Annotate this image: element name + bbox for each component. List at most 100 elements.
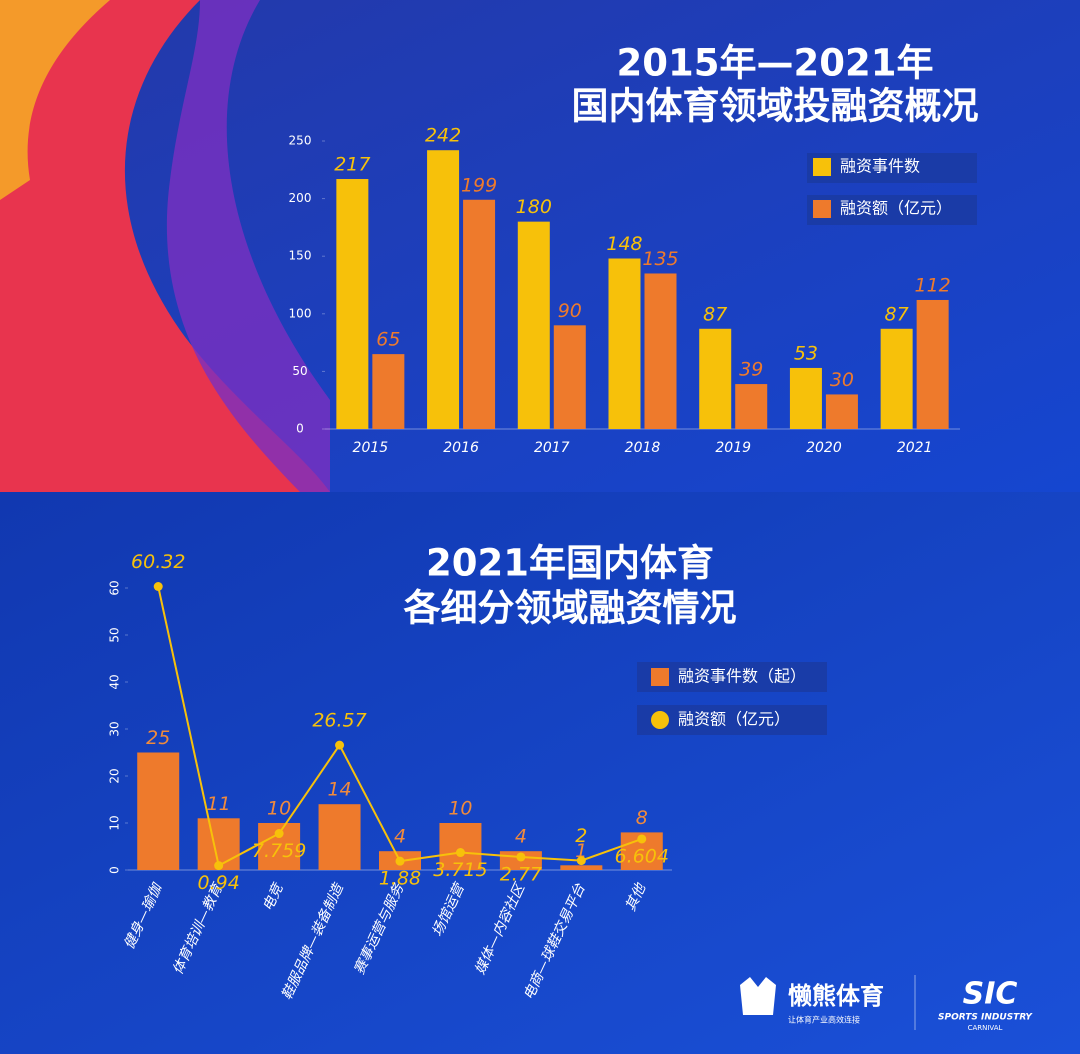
y-tick-label: 200 (289, 191, 312, 205)
chart-title: 国内体育领域投融资概况 (572, 85, 979, 128)
value-label: 180 (516, 196, 552, 218)
value-label: 39 (739, 359, 763, 381)
bar (553, 325, 586, 429)
value-label: 10 (448, 798, 472, 820)
decor-purple (166, 0, 330, 492)
bar (427, 150, 460, 429)
value-label: 90 (558, 300, 582, 322)
y-tick-label: 150 (289, 249, 312, 263)
y-tick-label: 100 (289, 306, 312, 320)
bar (825, 394, 858, 429)
legend-label: 融资额（亿元） (840, 199, 952, 218)
y-tick-label: 50 (108, 627, 122, 642)
line-point (335, 740, 345, 750)
x-tick-label: 2018 (625, 440, 661, 456)
legend-label: 融资事件数 (840, 157, 920, 176)
legend-bg (807, 153, 977, 183)
chart-title: 各细分领域融资情况 (404, 587, 737, 630)
y-tick-label: 10 (108, 815, 122, 830)
x-tick-label: 2015 (353, 440, 389, 456)
x-tick-label: 2016 (443, 440, 479, 456)
value-label: 30 (830, 369, 854, 391)
bar (735, 384, 768, 429)
value-label: 10 (267, 798, 291, 820)
legend-swatch (813, 200, 831, 218)
value-label: 3.715 (433, 859, 487, 881)
decor-orange (0, 0, 110, 200)
value-label: 87 (885, 303, 909, 325)
bar (463, 199, 496, 429)
brand: 懒熊体育 (788, 982, 884, 1010)
bar (608, 258, 641, 429)
legend-label: 融资事件数（起） (678, 667, 806, 686)
value-label: 11 (207, 793, 231, 815)
y-tick-label: 30 (108, 721, 122, 736)
value-label: 7.759 (252, 840, 306, 862)
slogan: 让体育产业高效连接 (788, 1015, 860, 1025)
y-tick-label: 0 (108, 866, 122, 874)
value-label: 1.88 (379, 868, 421, 890)
line-point (455, 848, 465, 858)
y-tick-label: 60 (108, 580, 122, 595)
x-tick-label: 2020 (806, 440, 842, 456)
line-point (153, 581, 163, 591)
line-point (274, 829, 284, 839)
bar (336, 179, 369, 429)
bar (137, 752, 180, 870)
value-label: 60.32 (131, 551, 185, 573)
y-tick-label: 40 (108, 674, 122, 689)
value-label: 2.77 (500, 863, 542, 885)
bar (699, 328, 732, 429)
logo-line: SPORTS INDUSTRY (938, 1013, 1033, 1023)
value-label: 217 (334, 154, 370, 176)
value-label: 135 (642, 248, 678, 270)
bar (439, 823, 482, 870)
line-point (576, 856, 586, 866)
y-tick-label: 20 (108, 768, 122, 783)
value-label: 0.94 (198, 872, 240, 894)
x-tick-label: 2019 (715, 440, 751, 456)
value-label: 87 (703, 303, 727, 325)
y-tick-label: 250 (289, 134, 312, 148)
legend-swatch (813, 158, 831, 176)
bar (916, 299, 949, 429)
value-label: 2 (575, 825, 587, 847)
legend-swatch (651, 711, 669, 729)
value-label: 26.57 (312, 710, 366, 732)
y-tick-label: 50 (292, 364, 307, 378)
value-label: 148 (606, 233, 642, 255)
line-point (395, 856, 405, 866)
value-label: 4 (515, 826, 527, 848)
logo: SIC (963, 977, 1018, 1012)
chart-title: 2015年—2021年 (617, 42, 934, 85)
y-tick-label: 0 (296, 422, 304, 436)
legend-swatch (651, 668, 669, 686)
value-label: 25 (146, 727, 170, 749)
value-label: 1 (575, 840, 587, 862)
value-label: 14 (327, 779, 351, 801)
x-tick-label: 2017 (534, 440, 570, 456)
bar (789, 367, 822, 429)
value-label: 242 (425, 125, 461, 147)
legend-bg (807, 195, 977, 225)
line-point (516, 852, 526, 862)
bar (644, 273, 677, 429)
value-label: 65 (376, 329, 400, 351)
line-point (637, 834, 647, 844)
chart-title: 2021年国内体育 (426, 542, 714, 585)
bar (560, 865, 603, 870)
bar (372, 354, 405, 429)
legend-label: 融资额（亿元） (678, 710, 790, 729)
bar (318, 804, 361, 870)
value-label: 4 (394, 826, 406, 848)
bar (880, 328, 913, 429)
bar (517, 221, 550, 429)
decor-red (0, 0, 330, 492)
value-label: 6.604 (615, 845, 669, 867)
x-tick-label: 2021 (897, 440, 933, 456)
logo-line: CARNIVAL (968, 1024, 1003, 1032)
line-point (214, 861, 224, 871)
value-label: 112 (915, 274, 951, 296)
value-label: 199 (461, 174, 497, 196)
